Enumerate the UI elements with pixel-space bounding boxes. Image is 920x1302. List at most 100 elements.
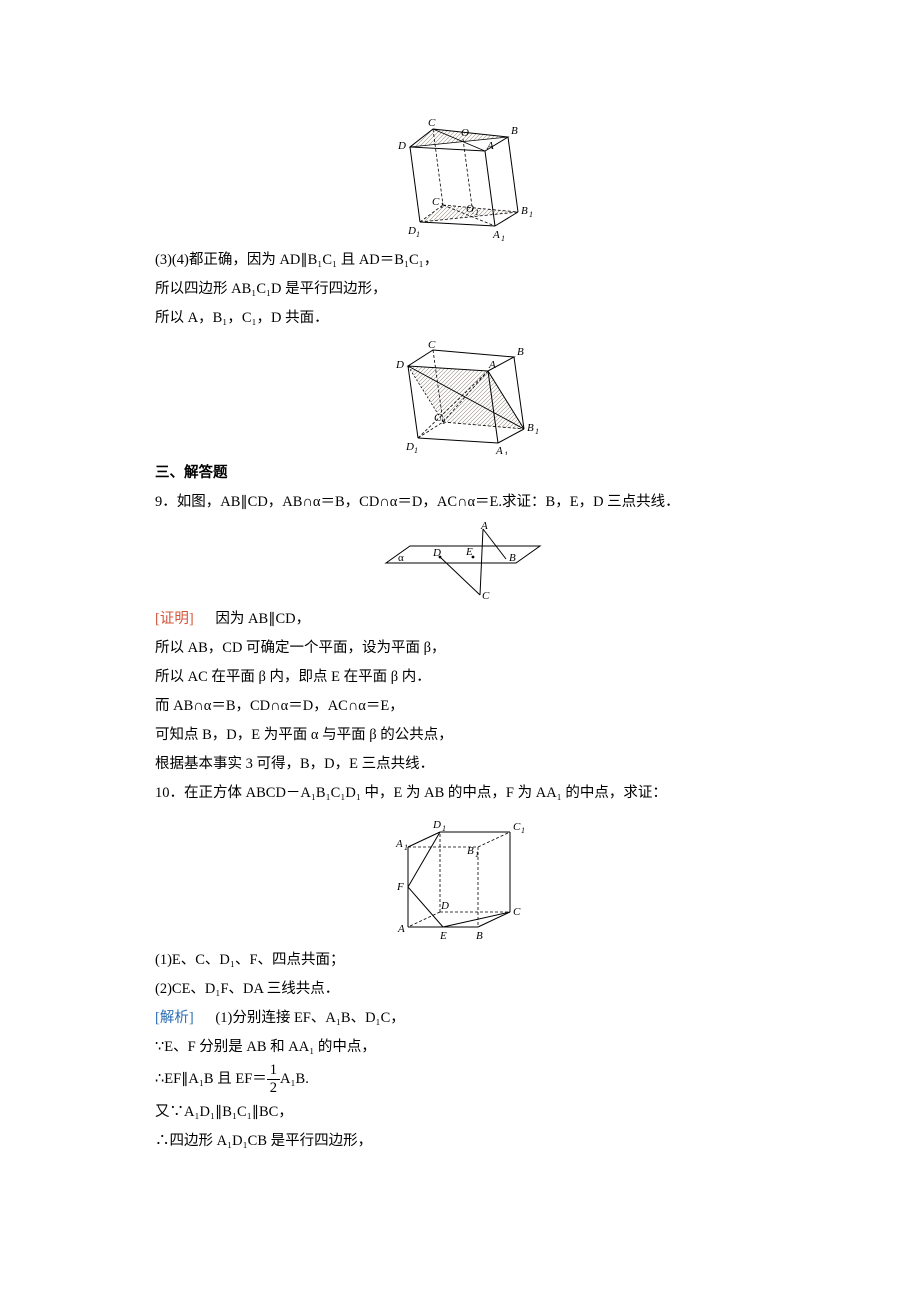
svg-text:A: A — [492, 229, 500, 241]
svg-text:C: C — [513, 906, 521, 918]
svg-text:D: D — [407, 225, 416, 237]
svg-text:A: A — [395, 838, 403, 850]
proof-line-6: 根据基本事实 3 可得，B，D，E 三点共线． — [155, 750, 770, 779]
proof-label: [证明] — [155, 611, 194, 627]
cube-figure: A B C D A1 B1 C1 D1 E F — [393, 812, 533, 942]
question-10-part1: (1)E、C、D₁、F、四点共面； — [155, 946, 770, 975]
svg-text:B: B — [476, 930, 483, 942]
svg-text:α: α — [398, 552, 404, 564]
svg-text:1: 1 — [521, 826, 525, 835]
svg-text:1: 1 — [501, 234, 505, 242]
svg-text:D: D — [432, 819, 441, 831]
page-root: C B A D O C1 B1 A1 D1 O1 (3)(4)都正确，因为 AD… — [0, 0, 920, 1302]
svg-text:B: B — [509, 552, 516, 564]
proof-line-5: 可知点 B，D，E 为平面 α 与平面 β 的公共点， — [155, 721, 770, 750]
svg-text:C: C — [428, 117, 436, 129]
svg-text:C: C — [434, 412, 442, 424]
svg-text:F: F — [396, 881, 404, 893]
svg-text:O: O — [466, 203, 474, 215]
text-line: (2)CE、D₁F、DA 三线共点． — [155, 981, 339, 997]
analysis-line-3: ∴EF∥A₁B 且 EF＝12A₁B. — [155, 1062, 770, 1098]
prism-figure-2: C B A D C1 B1 A1 D1 — [388, 337, 538, 455]
text-line: ∴四边形 A₁D₁CB 是平行四边形， — [155, 1133, 372, 1149]
text-line: 9．如图，AB∥CD，AB∩α＝B，CD∩α＝D，AC∩α＝E.求证：B，E，D… — [155, 494, 680, 510]
text-line: ∵E、F 分别是 AB 和 AA₁ 的中点， — [155, 1039, 376, 1055]
svg-text:1: 1 — [404, 843, 408, 852]
paragraph-3-4-correct: (3)(4)都正确，因为 AD∥B₁C₁ 且 AD＝B₁C₁， — [155, 246, 770, 275]
text-line: 因为 AB∥CD， — [215, 611, 310, 627]
text-line: (1)分别连接 EF、A₁B、D₁C， — [215, 1010, 404, 1026]
proof-line-4: 而 AB∩α＝B，CD∩α＝D，AC∩α＝E， — [155, 692, 770, 721]
plane-figure: A B C D E α — [378, 521, 548, 601]
svg-text:A: A — [397, 923, 405, 935]
analysis-line-4: 又∵A₁D₁∥B₁C₁∥BC， — [155, 1098, 770, 1127]
svg-text:1: 1 — [535, 427, 538, 436]
svg-text:E: E — [465, 546, 473, 558]
svg-text:O: O — [461, 127, 469, 139]
paragraph-parallelogram: 所以四边形 AB₁C₁D 是平行四边形， — [155, 275, 770, 304]
paragraph-coplanar: 所以 A，B₁，C₁，D 共面． — [155, 304, 770, 333]
svg-text:B: B — [511, 125, 518, 137]
svg-text:E: E — [439, 930, 447, 942]
svg-text:1: 1 — [475, 850, 479, 859]
question-10-part2: (2)CE、D₁F、DA 三线共点． — [155, 975, 770, 1004]
text-line: 又∵A₁D₁∥B₁C₁∥BC， — [155, 1104, 293, 1120]
svg-text:B: B — [517, 346, 524, 358]
text-line: 可知点 B，D，E 为平面 α 与平面 β 的公共点， — [155, 727, 453, 743]
svg-text:A: A — [486, 140, 494, 152]
svg-text:B: B — [467, 845, 474, 857]
text-line: A₁B. — [280, 1071, 309, 1087]
svg-text:1: 1 — [416, 230, 420, 239]
svg-text:1: 1 — [442, 417, 446, 426]
svg-text:D: D — [395, 359, 404, 371]
figure-2-wrap: C B A D C1 B1 A1 D1 — [155, 337, 770, 455]
question-10: 10．在正方体 ABCD－A₁B₁C₁D₁ 中，E 为 AB 的中点，F 为 A… — [155, 779, 770, 808]
heading-section-3: 三、解答题 — [155, 459, 770, 488]
fraction-num: 1 — [267, 1062, 280, 1080]
proof-line-1: [证明] 因为 AB∥CD， — [155, 605, 770, 634]
svg-text:D: D — [440, 900, 449, 912]
analysis-line-2: ∵E、F 分别是 AB 和 AA₁ 的中点， — [155, 1033, 770, 1062]
text-line: 10．在正方体 ABCD－A₁B₁C₁D₁ 中，E 为 AB 的中点，F 为 A… — [155, 785, 667, 801]
analysis-line-5: ∴四边形 A₁D₁CB 是平行四边形， — [155, 1127, 770, 1156]
svg-text:1: 1 — [414, 446, 418, 455]
svg-text:C: C — [513, 821, 521, 833]
text-line: ∴EF∥A₁B 且 EF＝ — [155, 1071, 267, 1087]
fraction-den: 2 — [267, 1080, 280, 1097]
figure-3-wrap: A B C D E α — [155, 521, 770, 601]
text-line: (1)E、C、D₁、F、四点共面； — [155, 952, 345, 968]
figure-1-wrap: C B A D O C1 B1 A1 D1 O1 — [155, 114, 770, 242]
svg-text:C: C — [482, 590, 490, 601]
text-line: 所以 AC 在平面 β 内，即点 E 在平面 β 内． — [155, 669, 431, 685]
svg-text:A: A — [495, 445, 503, 455]
analysis-line-1: [解析] (1)分别连接 EF、A₁B、D₁C， — [155, 1004, 770, 1033]
svg-text:A: A — [488, 359, 496, 371]
svg-text:1: 1 — [440, 201, 444, 210]
question-9: 9．如图，AB∥CD，AB∩α＝B，CD∩α＝D，AC∩α＝E.求证：B，E，D… — [155, 488, 770, 517]
prism-figure-1: C B A D O C1 B1 A1 D1 O1 — [388, 114, 538, 242]
svg-text:D: D — [432, 547, 441, 559]
svg-text:A: A — [480, 521, 488, 532]
svg-text:D: D — [397, 140, 406, 152]
svg-text:B: B — [521, 205, 528, 217]
text-line: (3)(4)都正确，因为 AD∥B₁C₁ 且 AD＝B₁C₁， — [155, 252, 438, 268]
proof-line-3: 所以 AC 在平面 β 内，即点 E 在平面 β 内． — [155, 663, 770, 692]
text-line: 而 AB∩α＝B，CD∩α＝D，AC∩α＝E， — [155, 698, 404, 714]
text-line: 所以 A，B₁，C₁，D 共面． — [155, 310, 329, 326]
analysis-label: [解析] — [155, 1010, 194, 1026]
figure-4-wrap: A B C D A1 B1 C1 D1 E F — [155, 812, 770, 942]
text-line: 所以四边形 AB₁C₁D 是平行四边形， — [155, 281, 387, 297]
proof-line-2: 所以 AB，CD 可确定一个平面，设为平面 β， — [155, 634, 770, 663]
text-line: 根据基本事实 3 可得，B，D，E 三点共线． — [155, 756, 434, 772]
svg-text:C: C — [432, 196, 440, 208]
svg-text:D: D — [405, 441, 414, 453]
svg-text:1: 1 — [504, 450, 508, 455]
heading-text: 三、解答题 — [155, 465, 228, 481]
text-line: 所以 AB，CD 可确定一个平面，设为平面 β， — [155, 640, 446, 656]
svg-text:1: 1 — [475, 208, 479, 217]
svg-text:1: 1 — [442, 824, 446, 833]
fraction-half: 12 — [267, 1062, 280, 1098]
svg-text:C: C — [428, 339, 436, 351]
svg-text:B: B — [527, 422, 534, 434]
svg-text:1: 1 — [529, 210, 533, 219]
